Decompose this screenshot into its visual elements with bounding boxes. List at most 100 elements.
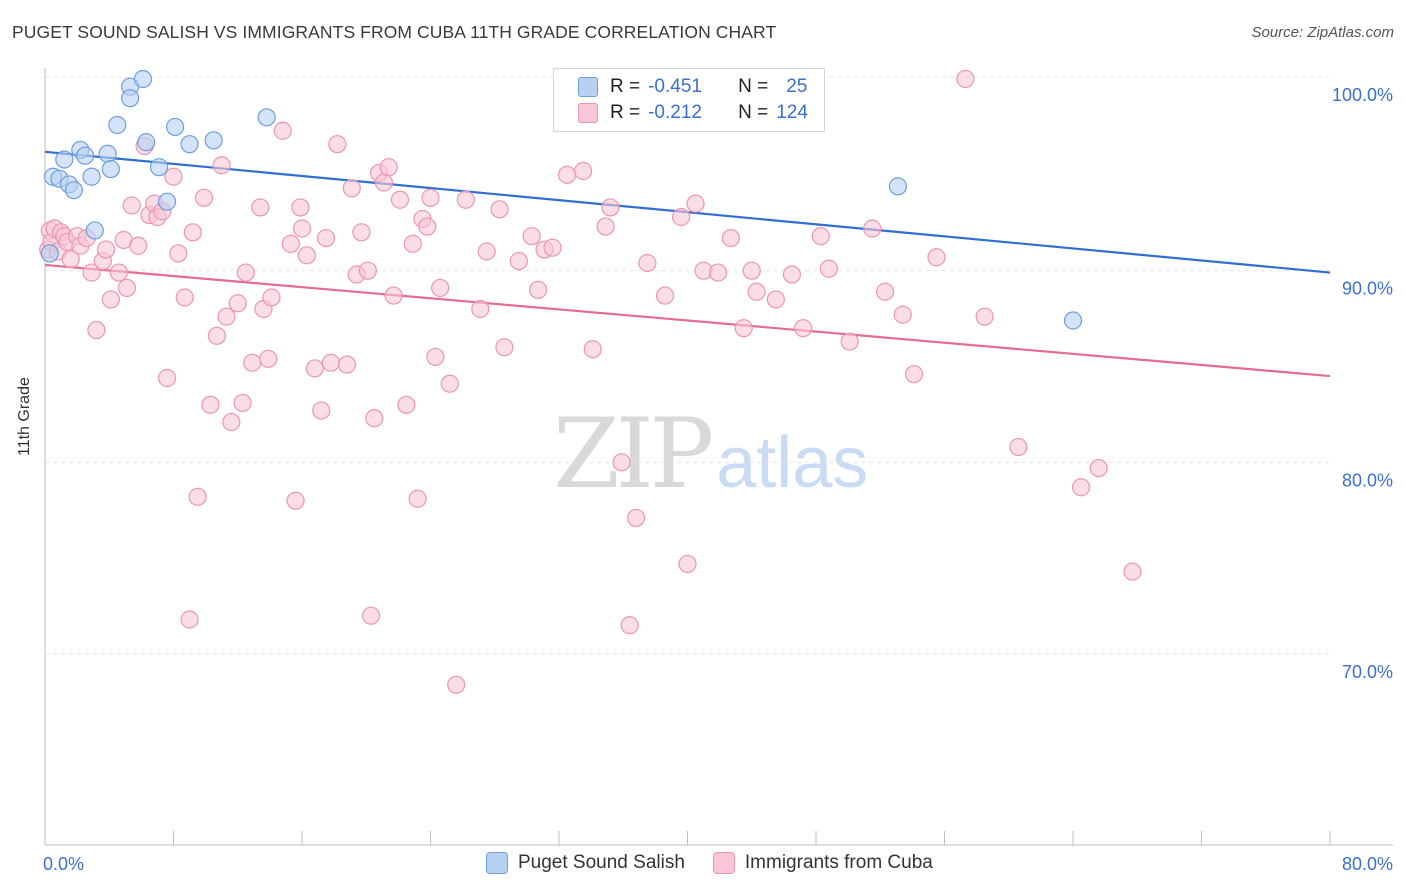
cuba-point bbox=[1089, 458, 1108, 478]
cuba-point bbox=[471, 299, 490, 319]
cuba-point bbox=[236, 263, 255, 282]
series-legend: Puget Sound Salish Immigrants from Cuba bbox=[486, 852, 961, 874]
cuba-point bbox=[742, 261, 761, 280]
cuba-point bbox=[183, 223, 202, 242]
salish-point bbox=[64, 181, 84, 200]
cuba-point bbox=[522, 227, 541, 246]
cuba-point bbox=[397, 395, 416, 414]
cuba-point bbox=[117, 278, 137, 298]
cuba-point bbox=[316, 228, 336, 248]
cuba-point bbox=[87, 320, 106, 340]
cuba-point bbox=[927, 248, 946, 267]
cuba-point bbox=[1071, 478, 1091, 497]
cuba-point bbox=[721, 228, 740, 248]
watermark: ZIPatlas bbox=[553, 398, 868, 510]
cuba-point bbox=[734, 319, 753, 338]
cuba-point bbox=[655, 286, 675, 305]
cuba-point bbox=[180, 610, 199, 629]
cuba-point bbox=[233, 393, 252, 413]
salish-point bbox=[137, 133, 156, 152]
cuba-point bbox=[291, 198, 310, 217]
n-value: 25 bbox=[786, 76, 808, 97]
data-points bbox=[39, 69, 1142, 694]
cuba-point bbox=[342, 179, 361, 198]
cuba-point bbox=[794, 319, 813, 338]
salish-swatch-icon bbox=[578, 77, 598, 97]
cuba-legend-swatch-icon bbox=[712, 852, 735, 874]
cuba-point bbox=[281, 234, 300, 253]
cuba-point bbox=[217, 307, 236, 326]
salish-legend-swatch-icon bbox=[486, 852, 508, 874]
salish-point bbox=[888, 177, 908, 196]
cuba-point bbox=[403, 234, 422, 253]
cuba-point bbox=[620, 616, 639, 635]
r-value: -0.451 bbox=[648, 76, 702, 97]
legend-label-cuba: Immigrants from Cuba bbox=[744, 852, 933, 873]
cuba-point bbox=[477, 242, 496, 261]
cuba-point bbox=[456, 190, 475, 209]
salish-point bbox=[121, 89, 140, 108]
salish-point bbox=[82, 167, 101, 186]
cuba-point bbox=[686, 194, 705, 213]
cuba-point bbox=[766, 290, 785, 309]
cuba-point bbox=[164, 167, 183, 186]
legend-item-salish[interactable]: Puget Sound Salish bbox=[486, 852, 685, 874]
legend-item-cuba[interactable]: Immigrants from Cuba bbox=[712, 852, 933, 874]
cuba-point bbox=[893, 305, 912, 324]
cuba-point bbox=[671, 207, 691, 227]
cuba-point bbox=[956, 69, 975, 89]
cuba-point bbox=[175, 288, 194, 307]
cuba-point bbox=[228, 294, 247, 313]
cuba-point bbox=[157, 368, 177, 388]
salish-point bbox=[98, 144, 117, 163]
cuba-point bbox=[440, 374, 459, 393]
cuba-point bbox=[101, 290, 120, 309]
cuba-point bbox=[1123, 562, 1142, 581]
cuba-point bbox=[262, 288, 281, 307]
watermark-zip: ZIP bbox=[553, 398, 714, 510]
r-label: R = bbox=[610, 76, 641, 97]
cuba-point bbox=[495, 338, 514, 357]
salish-point bbox=[149, 158, 169, 177]
stats-row-cuba: R = -0.212 N = 124 bbox=[578, 101, 808, 125]
cuba-point bbox=[447, 675, 466, 694]
cuba-point bbox=[243, 353, 262, 372]
salish-point bbox=[1063, 311, 1083, 330]
stats-row-salish: R = -0.451 N = 25 bbox=[578, 75, 807, 99]
cuba-point bbox=[96, 240, 116, 259]
cuba-point bbox=[321, 353, 341, 372]
cuba-point bbox=[374, 173, 394, 192]
cuba-point bbox=[390, 190, 410, 209]
y-tick-label: 90.0% bbox=[1342, 279, 1393, 299]
cuba-point bbox=[557, 165, 577, 184]
r-value: -0.212 bbox=[648, 102, 702, 123]
salish-point bbox=[40, 244, 59, 263]
cuba-point bbox=[305, 359, 324, 378]
cuba-point bbox=[328, 135, 347, 154]
x-tick-label-min: 0.0% bbox=[43, 854, 84, 874]
n-label: N = bbox=[738, 102, 769, 123]
cuba-point bbox=[840, 332, 859, 351]
cuba-point bbox=[819, 259, 838, 278]
salish-point bbox=[108, 115, 127, 135]
cuba-point bbox=[875, 282, 895, 301]
cuba-point bbox=[601, 198, 620, 217]
cuba-point bbox=[573, 161, 593, 181]
salish-point bbox=[157, 192, 177, 211]
cuba-point bbox=[337, 355, 357, 374]
salish-point bbox=[76, 146, 95, 165]
cuba-point bbox=[297, 246, 316, 265]
n-value: 124 bbox=[776, 102, 808, 123]
cuba-point bbox=[194, 188, 214, 207]
cuba-point bbox=[358, 261, 377, 280]
cuba-point bbox=[782, 265, 802, 284]
cuba-point bbox=[904, 365, 924, 384]
legend-label-salish: Puget Sound Salish bbox=[518, 852, 685, 873]
salish-point bbox=[85, 221, 104, 240]
cuba-point bbox=[259, 349, 278, 368]
y-tick-label: 100.0% bbox=[1332, 85, 1393, 105]
salish-point bbox=[180, 135, 199, 154]
cuba-point bbox=[678, 554, 697, 574]
x-tick-label-max: 80.0% bbox=[1342, 854, 1393, 874]
cuba-point bbox=[638, 253, 657, 273]
